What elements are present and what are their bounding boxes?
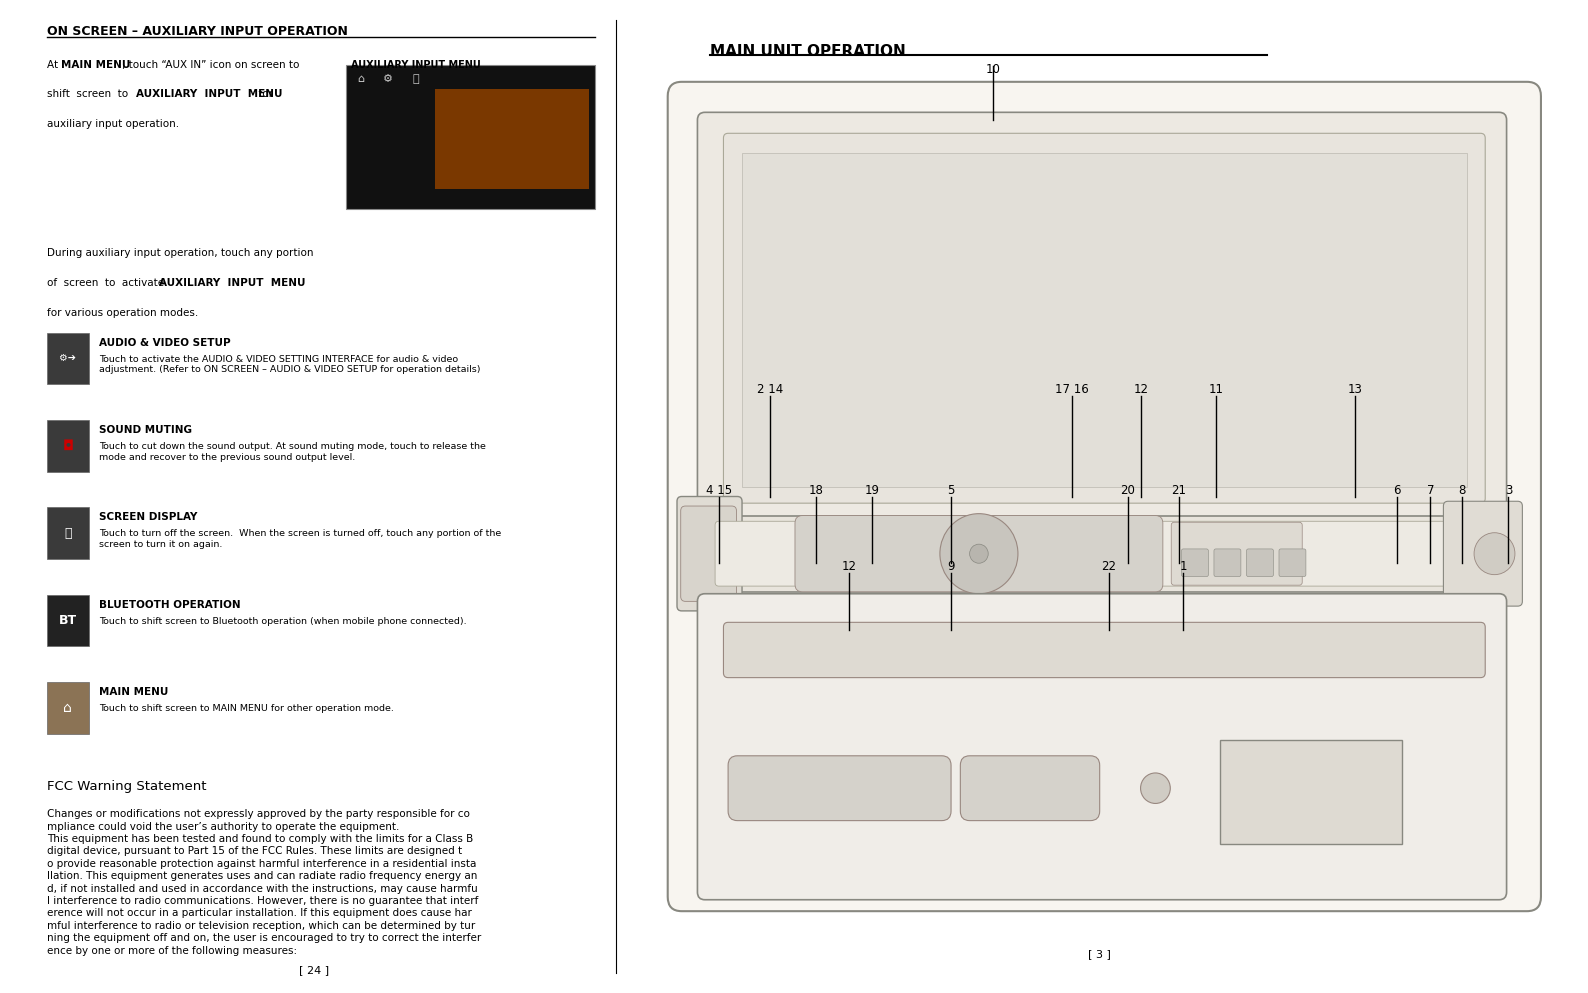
Text: 21: 21 [1172, 484, 1186, 496]
FancyBboxPatch shape [961, 756, 1099, 820]
Text: of  screen  to  activate: of screen to activate [48, 278, 170, 288]
FancyBboxPatch shape [705, 515, 1499, 592]
Text: 7: 7 [1426, 484, 1434, 496]
Text: ◘: ◘ [62, 439, 73, 453]
Text: AUDIO & VIDEO SETUP: AUDIO & VIDEO SETUP [98, 338, 230, 348]
Text: 3: 3 [1505, 484, 1512, 496]
FancyBboxPatch shape [697, 112, 1507, 523]
Text: MAIN MENU: MAIN MENU [62, 60, 130, 70]
FancyBboxPatch shape [1443, 501, 1523, 606]
Text: Touch to activate the AUDIO & VIDEO SETTING INTERFACE for audio & video
adjustme: Touch to activate the AUDIO & VIDEO SETT… [98, 355, 481, 374]
FancyBboxPatch shape [715, 521, 1494, 586]
Text: During auxiliary input operation, touch any portion: During auxiliary input operation, touch … [48, 248, 313, 258]
Text: Touch to turn off the screen.  When the screen is turned off, touch any portion : Touch to turn off the screen. When the s… [98, 529, 502, 549]
Text: 1: 1 [1180, 560, 1188, 573]
Text: MAIN UNIT OPERATION: MAIN UNIT OPERATION [710, 44, 905, 59]
Text: SCREEN DISPLAY: SCREEN DISPLAY [98, 512, 197, 522]
Text: 6: 6 [1393, 484, 1401, 496]
FancyBboxPatch shape [742, 153, 1467, 487]
FancyBboxPatch shape [724, 133, 1485, 503]
Text: 18: 18 [808, 484, 824, 496]
Text: [ 24 ]: [ 24 ] [299, 965, 329, 975]
Text: Touch to shift screen to MAIN MENU for other operation mode.: Touch to shift screen to MAIN MENU for o… [98, 704, 394, 713]
Text: FCC Warning Statement: FCC Warning Statement [48, 780, 206, 792]
Text: 12: 12 [1134, 383, 1150, 396]
FancyBboxPatch shape [676, 496, 742, 611]
FancyBboxPatch shape [48, 507, 89, 559]
Text: 20: 20 [1120, 484, 1135, 496]
Text: for various operation modes.: for various operation modes. [48, 308, 198, 318]
FancyBboxPatch shape [48, 595, 89, 646]
Text: , touch “AUX IN” icon on screen to: , touch “AUX IN” icon on screen to [122, 60, 300, 70]
Text: Touch to cut down the sound output. At sound muting mode, touch to release the
m: Touch to cut down the sound output. At s… [98, 442, 486, 462]
Text: 12: 12 [842, 560, 856, 573]
Text: 5: 5 [948, 484, 954, 496]
Text: 4 15: 4 15 [705, 484, 732, 496]
Text: 8: 8 [1458, 484, 1466, 496]
Circle shape [970, 544, 988, 563]
Text: MAIN MENU: MAIN MENU [98, 687, 168, 697]
Text: AUXILIARY  INPUT  MENU: AUXILIARY INPUT MENU [159, 278, 305, 288]
FancyBboxPatch shape [1221, 740, 1402, 844]
Text: shift  screen  to: shift screen to [48, 89, 135, 99]
FancyBboxPatch shape [48, 682, 89, 734]
FancyBboxPatch shape [724, 623, 1485, 677]
Text: ON SCREEN – AUXILIARY INPUT OPERATION: ON SCREEN – AUXILIARY INPUT OPERATION [48, 25, 348, 38]
Text: ⌂: ⌂ [357, 74, 364, 84]
FancyBboxPatch shape [346, 65, 596, 209]
FancyBboxPatch shape [1172, 522, 1302, 585]
Text: ⎕: ⎕ [64, 526, 71, 540]
Text: 2 14: 2 14 [757, 383, 783, 396]
Text: 9: 9 [948, 560, 954, 573]
Circle shape [1140, 773, 1170, 803]
Text: ⎕: ⎕ [413, 74, 419, 84]
Circle shape [940, 513, 1018, 594]
Text: 17 16: 17 16 [1054, 383, 1089, 396]
FancyBboxPatch shape [1181, 549, 1208, 577]
Text: At: At [48, 60, 62, 70]
FancyBboxPatch shape [697, 594, 1507, 900]
Text: Touch to shift screen to Bluetooth operation (when mobile phone connected).: Touch to shift screen to Bluetooth opera… [98, 617, 467, 626]
FancyBboxPatch shape [48, 333, 89, 384]
Text: BT: BT [59, 614, 76, 628]
Text: 22: 22 [1102, 560, 1116, 573]
Text: Changes or modifications not expressly approved by the party responsible for co
: Changes or modifications not expressly a… [48, 809, 481, 955]
FancyBboxPatch shape [1213, 549, 1240, 577]
Text: [ 3 ]: [ 3 ] [1088, 949, 1112, 959]
Text: BLUETOOTH OPERATION: BLUETOOTH OPERATION [98, 600, 241, 610]
FancyBboxPatch shape [681, 506, 737, 602]
Text: auxiliary input operation.: auxiliary input operation. [48, 119, 179, 129]
FancyBboxPatch shape [1278, 549, 1305, 577]
FancyBboxPatch shape [796, 515, 1162, 592]
Text: 19: 19 [864, 484, 880, 496]
Text: SOUND MUTING: SOUND MUTING [98, 425, 192, 435]
FancyBboxPatch shape [48, 420, 89, 472]
FancyBboxPatch shape [435, 89, 589, 189]
Text: AUXILIARY INPUT MENU: AUXILIARY INPUT MENU [351, 60, 481, 70]
Text: ⚙: ⚙ [383, 74, 394, 84]
Text: ⌂: ⌂ [64, 701, 71, 715]
FancyBboxPatch shape [667, 81, 1540, 912]
Text: AUXILIARY  INPUT  MENU: AUXILIARY INPUT MENU [135, 89, 283, 99]
FancyBboxPatch shape [727, 756, 951, 820]
Circle shape [1474, 532, 1515, 575]
Text: ⚙⁠➔: ⚙⁠➔ [59, 354, 76, 363]
FancyBboxPatch shape [1247, 549, 1274, 577]
Text: 10: 10 [986, 63, 1000, 75]
Text: 13: 13 [1348, 383, 1363, 396]
Text: for: for [251, 89, 273, 99]
Text: 11: 11 [1208, 383, 1223, 396]
